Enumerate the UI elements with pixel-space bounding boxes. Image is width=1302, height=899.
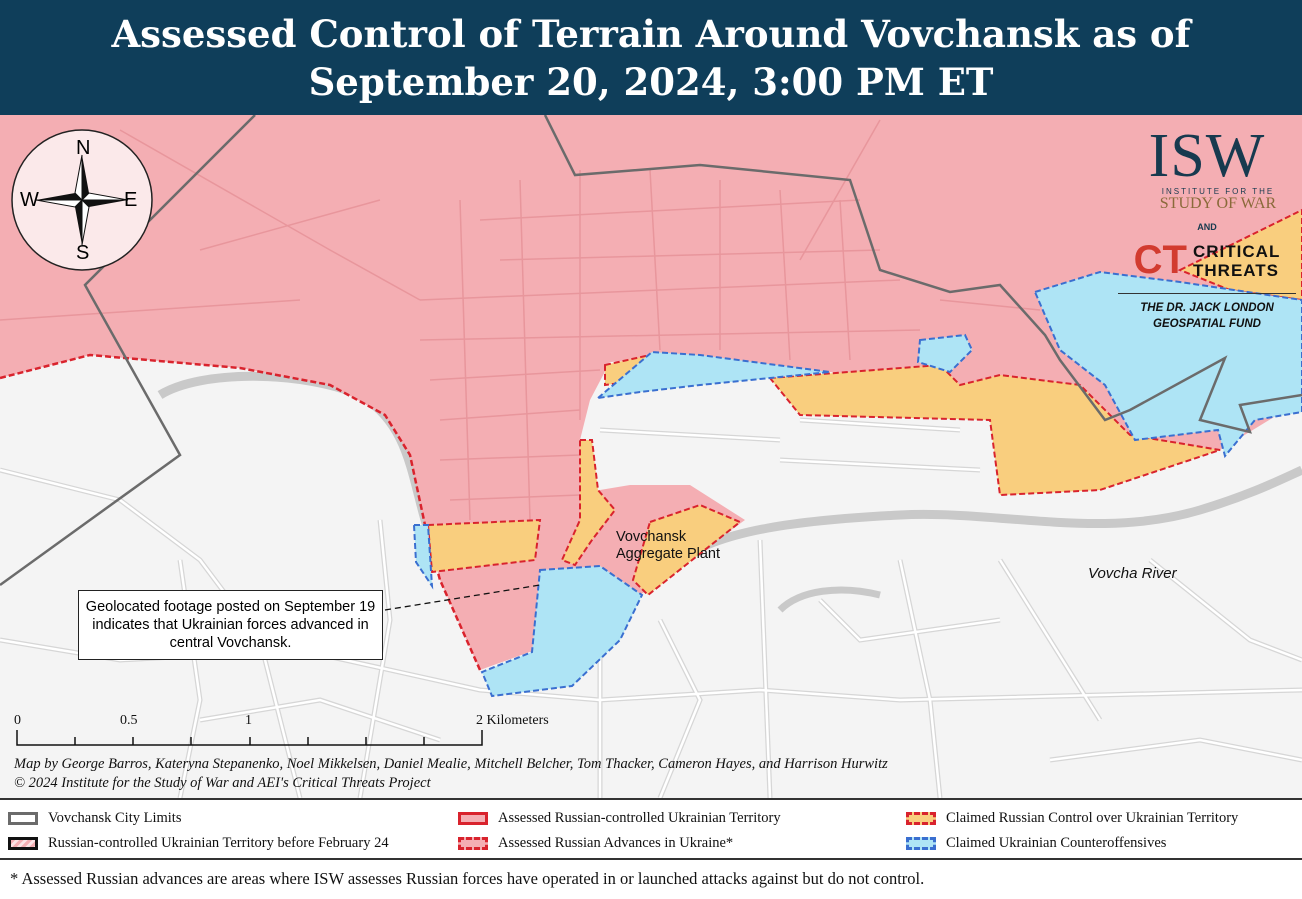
legend-russian-controlled: Assessed Russian-controlled Ukrainian Te… (458, 810, 781, 827)
logo-and: AND (1197, 222, 1217, 232)
legend-swatch (458, 837, 488, 850)
legend-city-limits: Vovchansk City Limits (8, 810, 181, 827)
legend-claimed-russian: Claimed Russian Control over Ukrainian T… (906, 810, 1238, 827)
river-label: Vovcha River (1088, 565, 1177, 582)
fund-line-2: GEOSPATIAL FUND (1153, 318, 1261, 330)
legend-label: Assessed Russian Advances in Ukraine* (498, 835, 734, 851)
aggregate-plant-label: Vovchansk Aggregate Plant (616, 529, 720, 563)
title-line-2: September 20, 2024, 3:00 PM ET (308, 60, 994, 104)
plant-label-line-2: Aggregate Plant (616, 546, 720, 562)
compass-east: E (124, 189, 138, 211)
legend-label: Claimed Ukrainian Counteroffensives (946, 835, 1167, 851)
fund-line-1: THE DR. JACK LONDON (1140, 302, 1274, 314)
scale-tick-1: 1 (245, 713, 252, 728)
claimed-russian-areas (426, 208, 1302, 597)
city-limits (0, 115, 1302, 587)
ukrainian-counteroffensive-areas (412, 270, 1302, 698)
compass-south: S (76, 242, 90, 264)
legend-label: Vovchansk City Limits (48, 810, 182, 826)
legend-pre-feb24: Russian-controlled Ukrainian Territory b… (8, 835, 389, 852)
russian-controlled-area (0, 115, 1302, 670)
footnote: * Assessed Russian advances are areas wh… (10, 869, 925, 888)
legend-label: Russian-controlled Ukrainian Territory b… (48, 835, 389, 851)
ct-mark: CT (1133, 238, 1187, 282)
map-credit: Map by George Barros, Kateryna Stepanenk… (14, 756, 888, 772)
logo-threats: THREATS (1193, 260, 1280, 280)
legend-ukrainian-counteroffensives: Claimed Ukrainian Counteroffensives (906, 835, 1166, 852)
legend-swatch (8, 837, 38, 850)
isw-ct-logo: ISW INSTITUTE FOR THE STUDY OF WAR AND C… (1118, 125, 1296, 332)
river-branch (777, 586, 881, 613)
scale-bar (16, 730, 483, 746)
map-canvas: N S E W Vovchansk Aggregate Plant Vovcha… (0, 115, 1302, 798)
logo-study-of-war: STUDY OF WAR (1159, 195, 1277, 212)
legend-russian-advances: Assessed Russian Advances in Ukraine* (458, 835, 733, 852)
legend-swatch (458, 812, 488, 825)
annotation-leader-line (384, 584, 541, 611)
legend-swatch (906, 812, 936, 825)
compass-rose-icon (11, 129, 153, 271)
legend-swatch (906, 837, 936, 850)
map-title: Assessed Control of Terrain Around Vovch… (0, 0, 1302, 115)
legend-label: Claimed Russian Control over Ukrainian T… (946, 810, 1239, 826)
logo-fund: THE DR. JACK LONDON GEOSPATIAL FUND (1118, 293, 1296, 332)
plant-label-line-1: Vovchansk (616, 529, 687, 545)
title-line-1: Assessed Control of Terrain Around Vovch… (111, 12, 1191, 56)
scale-tick-0: 0 (14, 713, 21, 728)
scale-tick-0-5: 0.5 (120, 713, 138, 728)
annotation-box: Geolocated footage posted on September 1… (78, 590, 383, 660)
logo-critical: CRITICAL (1193, 241, 1281, 261)
city-streets (0, 119, 1041, 521)
legend: Vovchansk City Limits Russian-controlled… (0, 798, 1302, 860)
compass-north: N (76, 137, 91, 159)
legend-label: Assessed Russian-controlled Ukrainian Te… (498, 810, 781, 826)
scale-tick-2-km: 2 Kilometers (476, 713, 549, 728)
compass-west: W (20, 189, 39, 211)
copyright: © 2024 Institute for the Study of War an… (14, 775, 431, 791)
logo-institute: INSTITUTE FOR THE (1161, 187, 1275, 196)
map-svg (0, 115, 1302, 798)
isw-logo-text: ISW (1148, 122, 1266, 190)
legend-swatch (8, 812, 38, 825)
critical-threats-logo: CT CRITICAL THREATS (1118, 238, 1296, 283)
